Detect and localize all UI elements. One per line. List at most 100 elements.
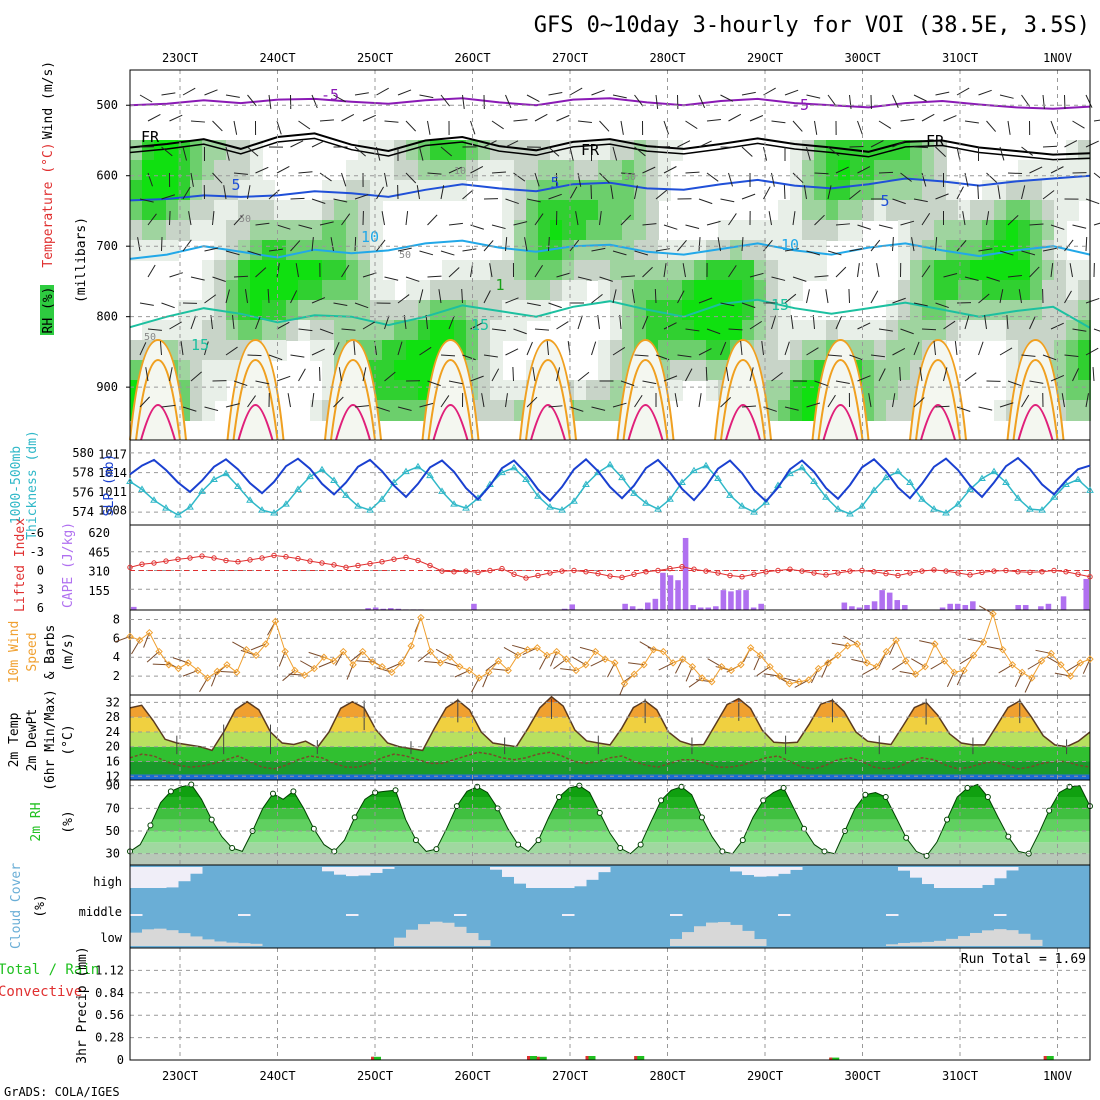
wind-barb [204,89,218,96]
rh-shade-cell [658,180,671,201]
rh-shade-cell [322,220,335,241]
rh-point [433,846,440,853]
li-point [655,567,661,574]
top-date-label: 24OCT [259,51,295,65]
rh-point [801,825,808,832]
wind-barb [1072,368,1080,382]
rh-shade-cell [430,180,443,201]
li-point [307,558,313,564]
wind-barb [268,248,283,252]
warm-loop [920,403,956,441]
wind-barb [612,250,627,256]
cloud-level-label: low [100,931,122,945]
wind-barb [376,146,381,161]
rh-shade-cell [1006,300,1019,321]
wind-barb [577,276,592,281]
rh-shade-cell [898,220,911,241]
wind-barb [298,120,311,130]
wind-tick-label: 8 [113,612,120,626]
precip-bar [829,1057,840,1060]
rh-shade-cell [394,360,407,381]
wind-barb [935,237,938,252]
rh-shade-cell [1054,260,1067,281]
wind-barb [827,185,832,200]
rh-shade-cell [142,180,155,201]
wind-barb [276,263,280,278]
li-point [919,568,925,574]
wind-barb [534,328,549,331]
li-point [1075,571,1081,577]
rh-shade-cell [598,260,611,281]
rh-shade-cell [814,220,827,241]
rh-point [392,787,399,794]
wind-barb [491,368,500,382]
li-point [547,570,553,576]
cape-bar [365,608,371,610]
rh-shade-cell [178,360,191,381]
wind-speed-point [795,678,803,686]
wind-barb [397,89,412,96]
rh-shade-cell [994,280,1007,301]
slp-tick-label: 1008 [98,504,127,518]
rh-shade-cell [598,160,611,181]
wind-barb [682,263,686,278]
wind-barb [569,406,584,412]
cloud-low-bar [454,926,467,946]
wind-barb [1029,166,1043,174]
rh-shade-cell [286,280,299,301]
wind-barb [526,396,538,408]
thickness-point [750,508,758,515]
rh-shade-cell [946,300,959,321]
wind-barb [556,367,561,382]
wind-barb [814,214,825,226]
thickness-point [1014,494,1022,501]
wind-speed-point [843,642,852,650]
temp-axis-label-1: 2m Temp [7,712,22,767]
cloud-mid-bar [886,914,899,916]
wind-barb [741,405,757,408]
wind-speed-point [669,659,677,667]
wind-barb [634,94,644,107]
cape-axis-label: CAPE (J/kg) [61,522,76,608]
thickness-point [1050,493,1058,500]
wind-barb [892,347,906,356]
cape-bar [871,601,878,610]
wind-barb [706,220,721,226]
rh-shade-cell [742,300,755,321]
cape-bar [705,607,712,610]
rh-shade-cell [1042,260,1055,281]
rh-shade-cell [538,220,551,241]
rh-shade-cell [334,220,347,241]
precip-axis-label: 3hr Precip (mm) [75,946,90,1063]
wind-barb [276,165,290,174]
rh-shade-cell [718,340,731,361]
rh-shade-cell [238,160,251,181]
rh-axis-label: RH (%) [41,287,56,334]
rh-shade-cell [610,360,623,381]
wind-barb [204,247,219,252]
rh-shade-cell [550,160,563,181]
rh-shade-cell [358,140,371,161]
top-date-label: 1NOV [1043,51,1072,65]
pressure-tick-label: 600 [96,169,118,183]
wind-speed-point [814,664,823,673]
warm-loop [530,403,566,441]
wind-barb [556,114,570,122]
wind-barb [470,375,484,382]
rh-shade-cell [718,220,731,241]
rh-shade-cell [274,280,287,301]
wind-barb [591,247,606,252]
cloud-high-bar [598,867,611,873]
li-point [427,562,433,569]
rh-shade-cell [238,280,251,301]
wind-barb [612,94,627,99]
thickness-point [294,485,302,492]
wind-barb [741,302,756,309]
rh-shade-cell [910,180,923,201]
wind-speed-point [242,645,251,654]
wind-barb [741,91,756,96]
wind-barb [768,211,772,226]
rh-shade-cell [382,380,395,401]
rh-shade-cell [646,160,659,181]
wind-barb [505,237,508,252]
